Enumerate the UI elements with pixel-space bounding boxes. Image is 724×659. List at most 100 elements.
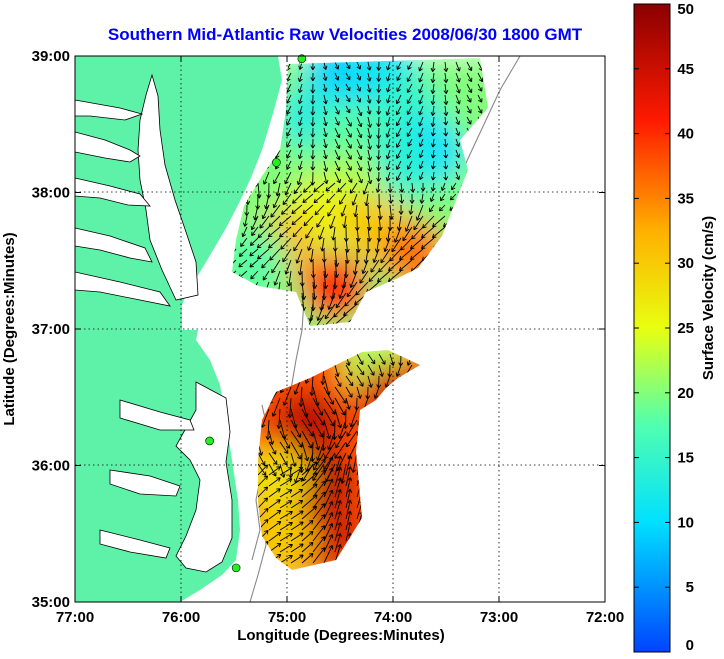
velocity-vector <box>455 127 461 137</box>
velocity-vector <box>418 105 424 116</box>
velocity-vector <box>301 541 314 553</box>
velocity-vector <box>421 226 435 239</box>
velocity-vector <box>323 478 334 498</box>
velocity-vector <box>268 441 277 455</box>
velocity-vector <box>388 193 394 204</box>
velocity-vector <box>291 215 303 226</box>
velocity-vector <box>420 182 426 192</box>
velocity-vector <box>324 303 336 320</box>
velocity-vector <box>406 171 413 181</box>
velocity-vector <box>376 171 382 182</box>
velocity-vector <box>296 171 303 186</box>
chart-title: Southern Mid-Atlantic Raw Velocities 200… <box>108 25 583 44</box>
velocity-vector <box>327 204 336 217</box>
velocity-vector <box>349 408 358 428</box>
velocity-vector <box>323 171 329 185</box>
velocity-vector <box>323 545 334 564</box>
velocity-vector <box>376 116 382 128</box>
velocity-vector <box>386 94 391 104</box>
velocity-vector <box>258 463 267 476</box>
velocity-vector <box>356 364 365 376</box>
velocity-vector <box>398 259 413 272</box>
velocity-vector <box>302 193 314 204</box>
velocity-vector <box>406 127 413 137</box>
velocity-vector <box>345 138 352 149</box>
velocity-vector <box>279 532 293 542</box>
velocity-vector <box>265 419 271 440</box>
velocity-vector <box>324 441 336 460</box>
velocity-vector <box>395 171 402 181</box>
velocity-vector <box>355 281 369 296</box>
velocity-vector <box>477 72 484 83</box>
velocity-vector <box>297 116 303 127</box>
velocity-vector <box>370 259 380 273</box>
velocity-vector <box>356 127 363 139</box>
velocity-vector <box>290 452 297 467</box>
velocity-vector <box>366 72 372 82</box>
velocity-vector <box>418 138 424 147</box>
velocity-vector <box>345 521 353 542</box>
velocity-vector <box>305 226 314 239</box>
velocity-vector <box>386 72 391 82</box>
velocity-vector <box>367 127 373 139</box>
velocity-vector <box>290 499 304 509</box>
velocity-vector <box>290 532 304 542</box>
velocity-vector <box>279 478 293 487</box>
velocity-vector <box>430 83 436 94</box>
velocity-vector <box>443 171 449 181</box>
velocity-vector <box>302 204 314 215</box>
velocity-vector <box>322 83 328 93</box>
velocity-vector <box>307 237 314 251</box>
velocity-vector <box>294 463 303 484</box>
velocity-vector <box>273 171 281 185</box>
velocity-vector <box>310 160 316 171</box>
velocity-vector <box>323 452 336 471</box>
velocity-vector <box>455 83 461 94</box>
velocity-vector <box>268 477 281 487</box>
velocity-vector <box>323 419 332 440</box>
velocity-vector <box>404 215 413 232</box>
velocity-vector <box>338 419 347 439</box>
velocity-vector <box>334 522 342 542</box>
velocity-vector <box>410 237 424 250</box>
velocity-vector <box>402 226 413 242</box>
velocity-vector <box>336 452 347 472</box>
velocity-vector <box>345 116 352 127</box>
velocity-vector <box>399 248 413 261</box>
radar-site-marker <box>297 54 307 64</box>
velocity-vector <box>372 248 380 263</box>
velocity-vector <box>386 61 391 71</box>
velocity-vector <box>290 543 304 553</box>
velocity-vector <box>407 138 413 147</box>
velocity-vector <box>366 94 372 104</box>
velocity-vector <box>430 61 436 72</box>
velocity-vector <box>323 397 336 415</box>
velocity-vector <box>312 430 321 451</box>
y-axis-label: Latitude (Degrees:Minutes) <box>1 232 18 425</box>
velocity-vector <box>334 511 342 531</box>
velocity-vector <box>342 215 348 229</box>
velocity-vector <box>356 353 364 365</box>
colorbar-tick-label: 40 <box>677 126 694 143</box>
velocity-vector <box>313 182 325 193</box>
velocity-vector <box>466 61 473 72</box>
map-plot-area <box>74 54 606 603</box>
velocity-vector <box>242 215 248 227</box>
velocity-vector <box>345 397 351 410</box>
velocity-vector <box>366 105 372 115</box>
velocity-vector <box>408 204 414 215</box>
velocity-vector <box>268 463 277 477</box>
grid-lines <box>75 56 605 602</box>
colorbar-tick-label: 45 <box>677 61 694 78</box>
velocity-vector <box>443 61 449 72</box>
velocity-vector <box>349 270 358 288</box>
velocity-vector <box>455 105 461 115</box>
velocity-vector <box>334 160 341 172</box>
velocity-vector <box>334 441 347 459</box>
velocity-vector <box>290 488 304 498</box>
velocity-vector <box>377 270 391 283</box>
velocity-vector <box>451 182 457 191</box>
velocity-vector <box>345 477 353 498</box>
velocity-vector <box>271 397 281 417</box>
velocity-vector <box>268 531 282 542</box>
